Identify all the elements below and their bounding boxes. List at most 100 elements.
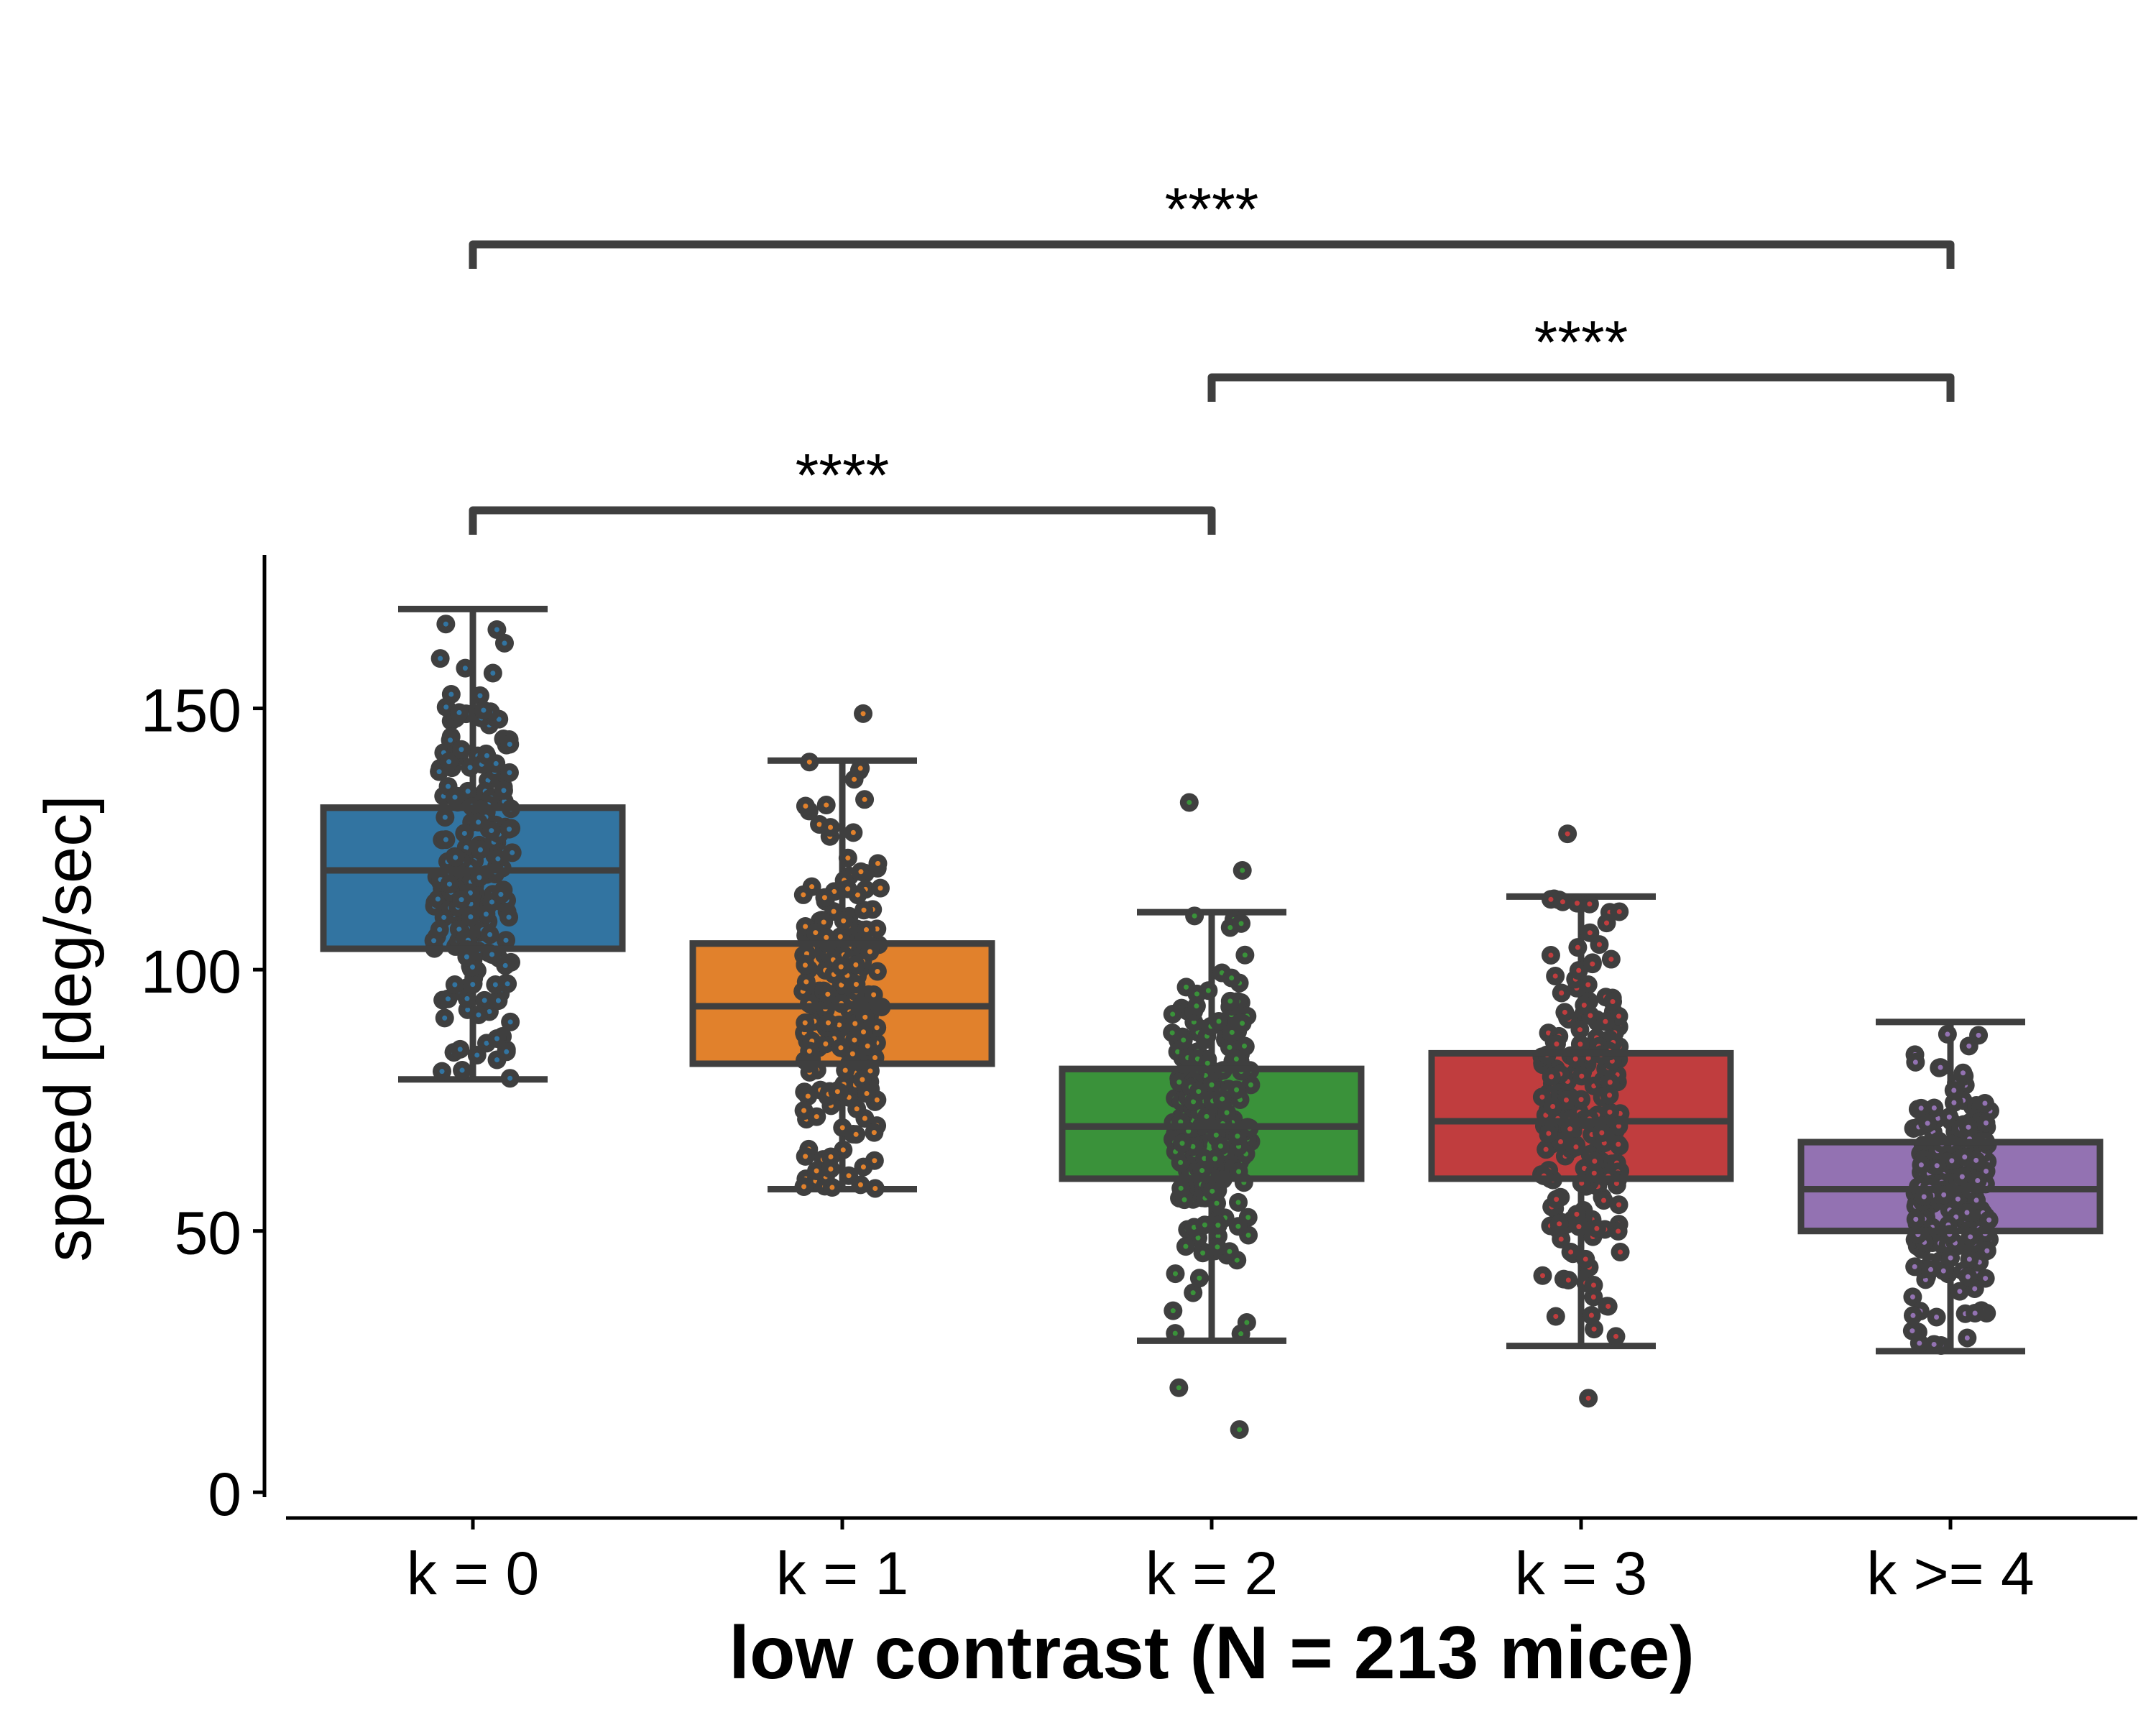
y-ticks: 0 50 100 150	[141, 677, 264, 1528]
data-point-core	[828, 1166, 834, 1172]
data-point-core	[823, 1041, 829, 1046]
data-point-core	[1590, 1294, 1596, 1300]
data-point-core	[1959, 1174, 1965, 1179]
data-point-core	[448, 737, 453, 743]
box-group	[320, 605, 626, 1088]
data-point-core	[1204, 1113, 1210, 1119]
data-point-core	[1572, 1056, 1578, 1062]
data-point-core	[1235, 1200, 1241, 1205]
data-point-core	[483, 911, 489, 917]
data-point-core	[1946, 1114, 1952, 1120]
data-point-core	[1169, 1030, 1175, 1036]
data-point-core	[1194, 1003, 1199, 1009]
data-point-core	[1909, 1328, 1915, 1334]
data-point-core	[1170, 1011, 1176, 1017]
data-point-core	[862, 796, 867, 802]
data-point-core	[1178, 1119, 1184, 1125]
data-point-core	[495, 998, 501, 1003]
data-point-core	[1184, 984, 1189, 990]
data-point-core	[1594, 1225, 1600, 1231]
data-point-core	[814, 1114, 819, 1120]
bracket-line	[469, 506, 1216, 535]
data-point-core	[1960, 1070, 1966, 1076]
data-point-core	[839, 1125, 845, 1131]
data-point-core	[446, 881, 452, 887]
data-point-core	[442, 814, 448, 820]
data-point-core	[842, 1067, 848, 1073]
data-point-core	[861, 907, 867, 913]
data-point-core	[467, 765, 473, 770]
data-point-core	[1227, 998, 1233, 1004]
data-point-core	[442, 1015, 448, 1021]
data-point-core	[858, 869, 864, 875]
data-point-core	[431, 938, 437, 944]
x-axis-label: low contrast (N = 213 mice)	[729, 1611, 1695, 1695]
data-point-core	[852, 1021, 858, 1026]
data-point-core	[1948, 1255, 1953, 1261]
data-point-core	[857, 1182, 863, 1187]
data-point-core	[852, 776, 857, 782]
data-point-core	[1573, 1144, 1579, 1150]
data-point-core	[1224, 1110, 1230, 1116]
data-point-core	[464, 954, 469, 960]
data-point-core	[834, 1089, 840, 1095]
data-point-core	[439, 1069, 445, 1075]
data-point-core	[493, 760, 499, 766]
data-point-core	[1966, 1043, 1972, 1049]
data-point-core	[806, 759, 812, 765]
data-point-core	[864, 1090, 870, 1096]
data-point-core	[1227, 924, 1233, 930]
data-point-core	[1191, 1099, 1197, 1105]
data-point-core	[1601, 1197, 1607, 1203]
data-point-core	[1559, 990, 1565, 995]
data-point-core	[1591, 1326, 1597, 1332]
x-ticks: k = 0 k = 1 k = 2 k = 3 k >= 4	[407, 1518, 2035, 1607]
data-point-core	[1546, 1030, 1552, 1036]
data-point-core	[443, 704, 449, 710]
data-point-core	[1962, 1154, 1968, 1160]
data-point-core	[1909, 1294, 1915, 1300]
data-point-core	[1543, 1113, 1549, 1118]
strip-points	[1163, 793, 1261, 1439]
data-point-core	[1234, 1087, 1240, 1092]
data-point-core	[1610, 998, 1616, 1004]
data-point-core	[853, 962, 859, 967]
data-point-core	[477, 847, 483, 852]
strip-points	[424, 615, 522, 1088]
data-point-core	[436, 769, 442, 775]
data-point-core	[464, 995, 470, 1001]
data-point-core	[1975, 1177, 1981, 1183]
y-tick-label: 150	[141, 677, 241, 745]
data-point-core	[464, 845, 469, 850]
data-point-core	[826, 1020, 831, 1026]
data-point-core	[1235, 1133, 1240, 1139]
data-point-core	[448, 691, 454, 697]
data-point-core	[824, 934, 829, 940]
data-point-core	[860, 1164, 866, 1170]
data-point-core	[507, 741, 512, 747]
data-point-core	[1982, 1100, 1988, 1106]
data-point-core	[871, 1130, 877, 1136]
data-point-core	[505, 981, 510, 987]
data-point-core	[456, 709, 462, 715]
data-point-core	[1973, 1157, 1979, 1163]
data-point-core	[507, 1075, 513, 1081]
significance-label: ****	[1534, 308, 1628, 376]
data-point-core	[1238, 1331, 1244, 1337]
data-point-core	[1192, 913, 1197, 919]
data-point-core	[837, 1022, 842, 1028]
data-point-core	[841, 918, 847, 924]
data-point-core	[1194, 991, 1199, 997]
data-point-core	[1244, 1320, 1250, 1325]
data-point-core	[1248, 1082, 1253, 1087]
data-point-core	[829, 1184, 835, 1190]
data-point-core	[484, 1040, 489, 1046]
data-point-core	[1200, 1250, 1206, 1256]
data-point-core	[803, 924, 808, 929]
data-point-core	[1607, 1109, 1613, 1115]
data-point-core	[462, 666, 468, 671]
data-point-core	[1616, 1013, 1622, 1019]
outlier-point-core	[1237, 1427, 1243, 1432]
data-point-core	[1558, 1139, 1564, 1145]
data-point-core	[1565, 1277, 1571, 1283]
